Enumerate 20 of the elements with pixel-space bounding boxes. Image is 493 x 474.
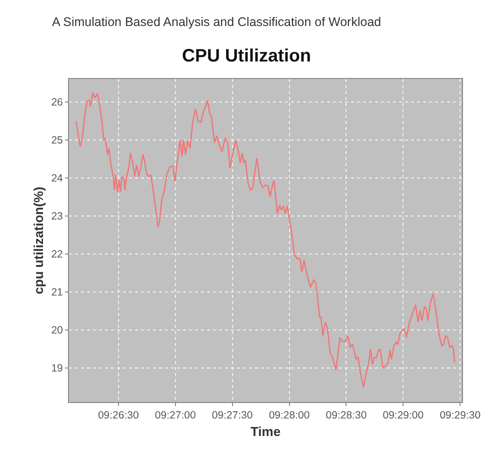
- x-tick-label: 09:29:00: [382, 410, 424, 422]
- y-tick-label: 20: [51, 324, 64, 336]
- y-tick-label: 26: [51, 96, 64, 108]
- y-tick-label: 22: [51, 248, 64, 260]
- x-tick-label: 09:27:00: [154, 410, 196, 422]
- x-tick-label: 09:28:30: [326, 410, 367, 422]
- x-tick-label: 09:27:30: [212, 410, 253, 422]
- y-tick-label: 19: [51, 362, 64, 374]
- y-axis-title: cpu utilization(%): [31, 186, 46, 294]
- x-tick-label: 09:28:00: [268, 410, 310, 422]
- x-tick-label: 09:29:30: [440, 410, 481, 422]
- line-series: [75, 92, 456, 388]
- y-tick-label: 24: [51, 172, 64, 184]
- x-axis-title: Time: [250, 424, 281, 440]
- y-tick-label: 21: [51, 286, 64, 298]
- y-tick-label: 23: [51, 210, 64, 222]
- y-tick-label: 25: [51, 134, 64, 146]
- x-tick-label: 09:26:30: [98, 410, 139, 422]
- text: A Simulation Based Analysis and Classification of Workload: [52, 15, 382, 29]
- chart-title: CPU Utilization: [182, 45, 311, 66]
